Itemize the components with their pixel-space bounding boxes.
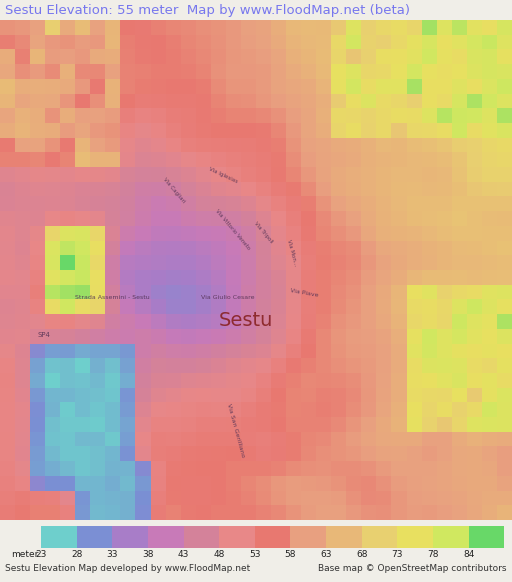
Text: Via Cagliari: Via Cagliari — [162, 176, 186, 204]
Bar — [219, 526, 255, 548]
Bar — [112, 526, 148, 548]
Text: 68: 68 — [356, 550, 368, 559]
Bar — [468, 526, 504, 548]
Bar — [183, 526, 219, 548]
Bar — [397, 526, 433, 548]
Text: Via Giulio Cesare: Via Giulio Cesare — [201, 295, 254, 300]
Text: 28: 28 — [71, 550, 82, 559]
Bar — [326, 526, 362, 548]
Text: 58: 58 — [285, 550, 296, 559]
Text: 48: 48 — [214, 550, 225, 559]
Text: Via Mon...: Via Mon... — [286, 239, 298, 266]
Bar — [290, 526, 326, 548]
Text: Sestu: Sestu — [219, 311, 273, 329]
Text: 23: 23 — [35, 550, 47, 559]
Text: 43: 43 — [178, 550, 189, 559]
Text: Via Iglesias: Via Iglesias — [207, 166, 238, 184]
Text: Via San Gerilliano: Via San Gerilliano — [226, 403, 245, 457]
Bar — [362, 526, 397, 548]
Bar — [77, 526, 112, 548]
Text: Sestu Elevation Map developed by www.FloodMap.net: Sestu Elevation Map developed by www.Flo… — [5, 565, 250, 573]
Text: 33: 33 — [106, 550, 118, 559]
Text: 78: 78 — [428, 550, 439, 559]
Text: Sestu Elevation: 55 meter  Map by www.FloodMap.net (beta): Sestu Elevation: 55 meter Map by www.Flo… — [5, 3, 410, 16]
Text: 53: 53 — [249, 550, 261, 559]
Text: Base map © OpenStreetMap contributors: Base map © OpenStreetMap contributors — [318, 565, 507, 573]
Text: Via Vittorio Veneto: Via Vittorio Veneto — [215, 209, 251, 251]
Text: Via Tripoli: Via Tripoli — [253, 221, 274, 244]
Text: Strada Assemini - Sestu: Strada Assemini - Sestu — [75, 295, 150, 300]
Bar — [255, 526, 290, 548]
Text: 73: 73 — [392, 550, 403, 559]
Bar — [433, 526, 468, 548]
Text: 84: 84 — [463, 550, 474, 559]
Text: 38: 38 — [142, 550, 154, 559]
Text: 63: 63 — [321, 550, 332, 559]
Text: SP4: SP4 — [37, 332, 50, 338]
Text: meter: meter — [11, 550, 38, 559]
Text: Via Piave: Via Piave — [290, 288, 319, 297]
Bar — [41, 526, 77, 548]
Bar — [148, 526, 183, 548]
